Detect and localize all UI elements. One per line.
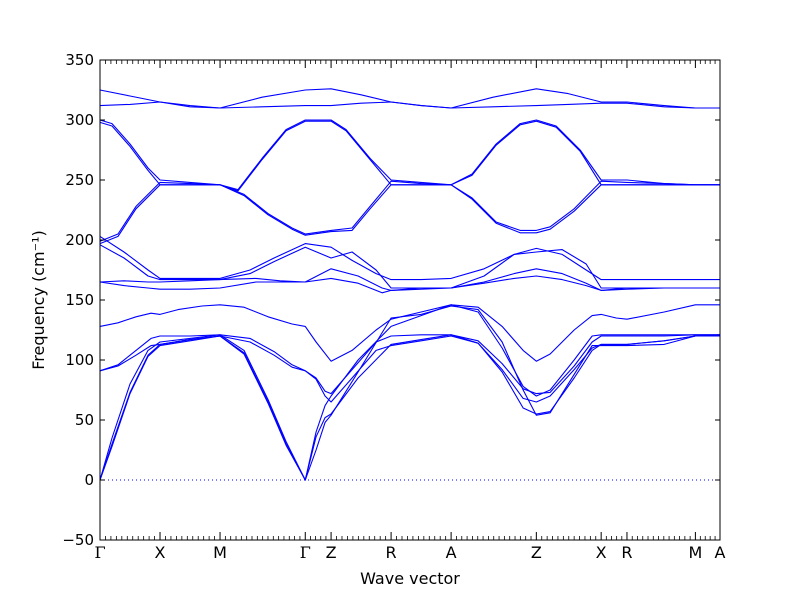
x-axis-title: Wave vector <box>360 569 460 588</box>
band-line-10 <box>99 275 720 294</box>
band-line-11 <box>99 304 720 362</box>
plot-area <box>99 88 721 481</box>
band-line-14 <box>99 334 721 481</box>
kpoint-label: X <box>596 543 607 562</box>
y-tick-label: 350 <box>65 51 94 69</box>
band-line-5 <box>99 180 720 242</box>
band-line-3 <box>99 119 720 191</box>
kpoint-label: M <box>213 543 227 562</box>
band-line-7 <box>99 235 720 281</box>
kpoint-label: Z <box>326 543 337 562</box>
plot-frame <box>99 59 721 541</box>
band-line-15 <box>99 304 720 481</box>
kpoint-label: Γ <box>300 543 311 562</box>
band-line-8 <box>99 244 720 289</box>
kpoint-label: X <box>155 543 166 562</box>
y-axis-ticks: −50 0 50 100 150 200 250 300 350 <box>62 51 720 549</box>
kpoint-label: R <box>621 543 632 562</box>
kpoint-label: M <box>688 543 702 562</box>
kpoint-label: A <box>715 543 726 562</box>
y-tick-label: 200 <box>65 231 94 249</box>
y-tick-label: 300 <box>65 111 94 129</box>
kpoint-label: Γ <box>94 543 105 562</box>
y-axis-title: Frequency (cm⁻¹) <box>29 230 48 369</box>
kpoint-label: Z <box>531 543 542 562</box>
y-tick-label: −50 <box>62 531 94 549</box>
kpoint-label: R <box>386 543 397 562</box>
band-line-6 <box>99 184 720 245</box>
y-tick-label: 50 <box>75 411 94 429</box>
y-tick-label: 0 <box>84 471 94 489</box>
kpoint-label: A <box>446 543 457 562</box>
band-line-16 <box>99 305 720 481</box>
band-line-2 <box>99 101 720 109</box>
y-tick-label: 100 <box>65 351 94 369</box>
y-tick-label: 150 <box>65 291 94 309</box>
y-tick-label: 250 <box>65 171 94 189</box>
